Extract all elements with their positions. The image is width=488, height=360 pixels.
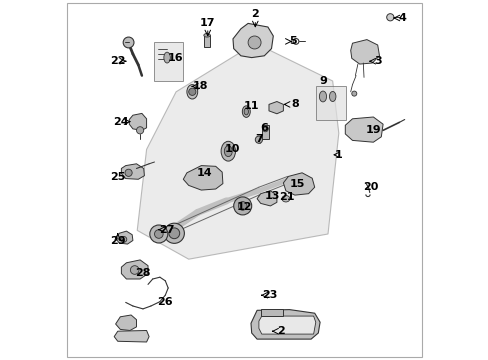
Text: 9: 9 [319,76,327,86]
Polygon shape [115,231,133,244]
Ellipse shape [244,108,248,115]
Circle shape [255,136,262,143]
Circle shape [188,88,196,95]
Circle shape [233,197,251,215]
Text: 14: 14 [196,168,212,178]
Text: 28: 28 [135,268,150,278]
Circle shape [136,127,143,134]
Text: 19: 19 [365,125,381,135]
Text: 12: 12 [236,202,252,212]
Text: 7: 7 [255,134,262,144]
Text: 2: 2 [251,9,259,19]
Circle shape [168,228,179,239]
Circle shape [125,169,132,176]
Circle shape [351,91,356,96]
Circle shape [262,126,268,132]
Circle shape [386,14,393,21]
Text: 26: 26 [157,297,172,307]
Circle shape [238,202,246,210]
Circle shape [149,225,167,243]
Circle shape [247,36,261,49]
Circle shape [130,266,139,274]
Ellipse shape [319,91,326,102]
Text: 25: 25 [110,172,125,182]
Text: 21: 21 [279,192,294,202]
Polygon shape [250,310,320,339]
Text: 2: 2 [276,326,284,336]
Polygon shape [121,164,144,179]
Polygon shape [350,40,379,64]
Polygon shape [257,191,276,206]
Polygon shape [258,316,315,334]
Polygon shape [268,102,283,114]
Text: 11: 11 [244,101,259,111]
Text: 15: 15 [289,179,305,189]
Text: 16: 16 [167,53,183,63]
Polygon shape [115,315,136,330]
Text: 13: 13 [264,191,280,201]
Text: 10: 10 [224,144,239,154]
Polygon shape [121,260,148,279]
Bar [153,42,183,81]
Bar [261,309,282,316]
Circle shape [121,237,126,242]
Polygon shape [232,23,273,58]
Text: 20: 20 [363,182,378,192]
Ellipse shape [221,141,235,161]
Text: 22: 22 [110,56,125,66]
Text: 6: 6 [260,123,268,133]
Polygon shape [137,43,338,259]
Text: 4: 4 [398,13,406,23]
Ellipse shape [329,91,335,102]
Text: 24: 24 [113,117,129,127]
Ellipse shape [186,85,197,99]
Ellipse shape [163,52,170,63]
Circle shape [164,223,184,243]
Bar [316,86,346,120]
Text: 5: 5 [289,36,296,46]
Polygon shape [283,173,314,195]
Polygon shape [114,330,149,342]
Polygon shape [345,117,382,142]
Text: 18: 18 [192,81,208,91]
Bar [203,35,210,47]
Ellipse shape [224,146,232,157]
Ellipse shape [282,195,289,202]
Text: 29: 29 [110,236,125,246]
Text: 17: 17 [200,18,215,28]
Circle shape [154,230,163,238]
Text: 23: 23 [262,290,277,300]
Ellipse shape [203,33,210,37]
Ellipse shape [242,106,250,117]
Text: 1: 1 [333,150,341,160]
Polygon shape [183,166,223,190]
Text: 8: 8 [290,99,298,109]
Text: 27: 27 [159,225,175,235]
Circle shape [123,37,134,48]
Text: 3: 3 [373,56,381,66]
Polygon shape [129,113,146,130]
Bar [261,125,268,139]
